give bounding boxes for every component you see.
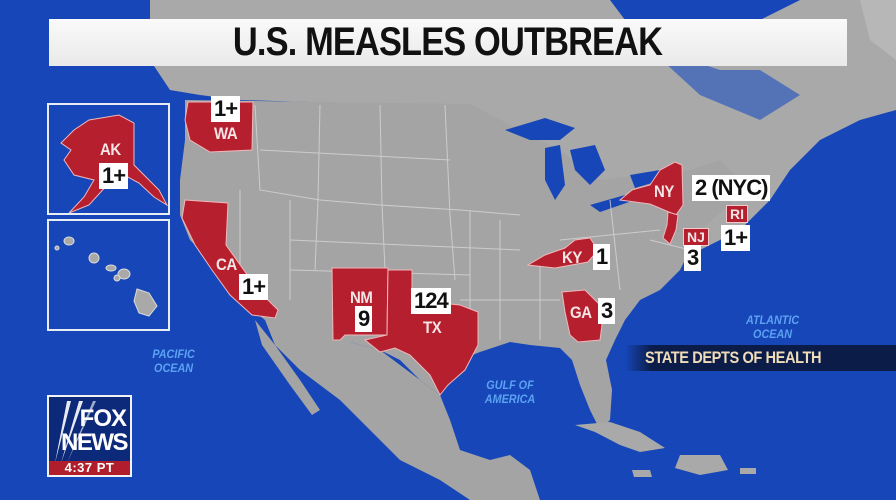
label-atlantic-ocean: ATLANTIC OCEAN: [745, 313, 800, 341]
count-wa: 1+: [211, 96, 241, 122]
mexico-land: [265, 320, 540, 500]
state-label-ak: AK: [100, 140, 121, 159]
logo-fox: FOX: [79, 405, 127, 432]
count-ny: 2 (NYC): [692, 175, 771, 201]
hawaii-shape: [54, 236, 158, 317]
state-label-wa: WA: [214, 124, 238, 143]
count-nj: 3: [684, 245, 702, 271]
state-label-ca: CA: [216, 255, 237, 274]
logo-news: NEWS: [61, 429, 129, 456]
count-ga: 3: [598, 298, 616, 324]
state-label-ky: KY: [562, 248, 582, 267]
state-tag-ri: RI: [726, 205, 748, 223]
state-nm: [331, 267, 389, 341]
state-label-ga: GA: [570, 303, 592, 322]
label-gulf-of-america: GULF OF AMERICA: [484, 378, 536, 406]
count-tx: 124: [411, 288, 451, 314]
state-ny: [618, 161, 684, 216]
title-banner: U.S. MEASLES OUTBREAK: [49, 19, 847, 66]
great-lakes: [505, 118, 575, 140]
state-label-tx: TX: [423, 318, 442, 337]
state-nj: [662, 211, 679, 245]
count-nm: 9: [355, 306, 373, 332]
state-label-ny: NY: [654, 182, 674, 201]
state-ky: [526, 237, 599, 269]
count-ky: 1: [593, 244, 611, 270]
count-ri: 1+: [721, 225, 751, 251]
source-text: STATE DEPTS OF HEALTH: [645, 348, 822, 367]
source-bar: STATE DEPTS OF HEALTH: [625, 345, 896, 371]
state-label-nm: NM: [350, 288, 373, 307]
searchlight-icon: [55, 401, 96, 461]
state-tag-nj: NJ: [683, 228, 709, 246]
cuba-land: [575, 422, 665, 452]
page-title: U.S. MEASLES OUTBREAK: [233, 20, 663, 64]
florida-land: [560, 348, 612, 430]
state-ga: [561, 289, 603, 343]
hawaii-inset: [47, 219, 170, 331]
count-ak: 1+: [99, 163, 129, 189]
count-ca: 1+: [239, 274, 269, 300]
clock-time: 4:37 PT: [47, 461, 132, 477]
label-pacific-ocean: PACIFIC OCEAN: [152, 347, 195, 375]
fox-news-logo: FOX NEWS 4:37 PT: [47, 395, 132, 479]
